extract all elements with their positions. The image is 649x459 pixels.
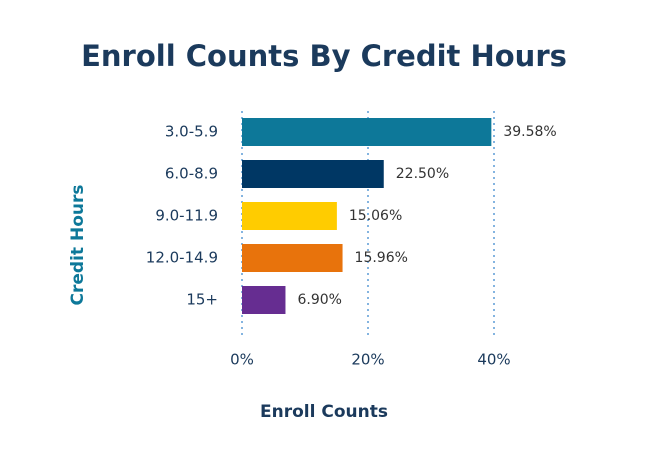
y-axis-label: Credit Hours bbox=[68, 185, 88, 306]
bar bbox=[242, 118, 492, 146]
y-tick-label: 9.0-11.9 bbox=[155, 207, 218, 225]
bar bbox=[242, 160, 384, 188]
y-tick-label: 6.0-8.9 bbox=[165, 165, 218, 183]
bar bbox=[242, 202, 337, 230]
value-label: 15.06% bbox=[349, 208, 402, 224]
x-tick-label: 20% bbox=[351, 351, 384, 369]
y-tick-label: 12.0-14.9 bbox=[146, 249, 218, 267]
chart-title: Enroll Counts By Credit Hours bbox=[81, 39, 567, 73]
y-tick-label: 3.0-5.9 bbox=[165, 123, 218, 141]
value-label: 22.50% bbox=[396, 166, 449, 182]
value-label: 6.90% bbox=[297, 292, 341, 308]
value-label: 39.58% bbox=[503, 124, 556, 140]
bar bbox=[242, 244, 343, 272]
y-tick-label: 15+ bbox=[186, 291, 218, 309]
x-axis-label: Enroll Counts bbox=[260, 402, 388, 422]
value-label: 15.96% bbox=[355, 250, 408, 266]
bar bbox=[242, 286, 286, 314]
x-tick-label: 0% bbox=[230, 351, 254, 369]
x-tick-label: 40% bbox=[477, 351, 510, 369]
